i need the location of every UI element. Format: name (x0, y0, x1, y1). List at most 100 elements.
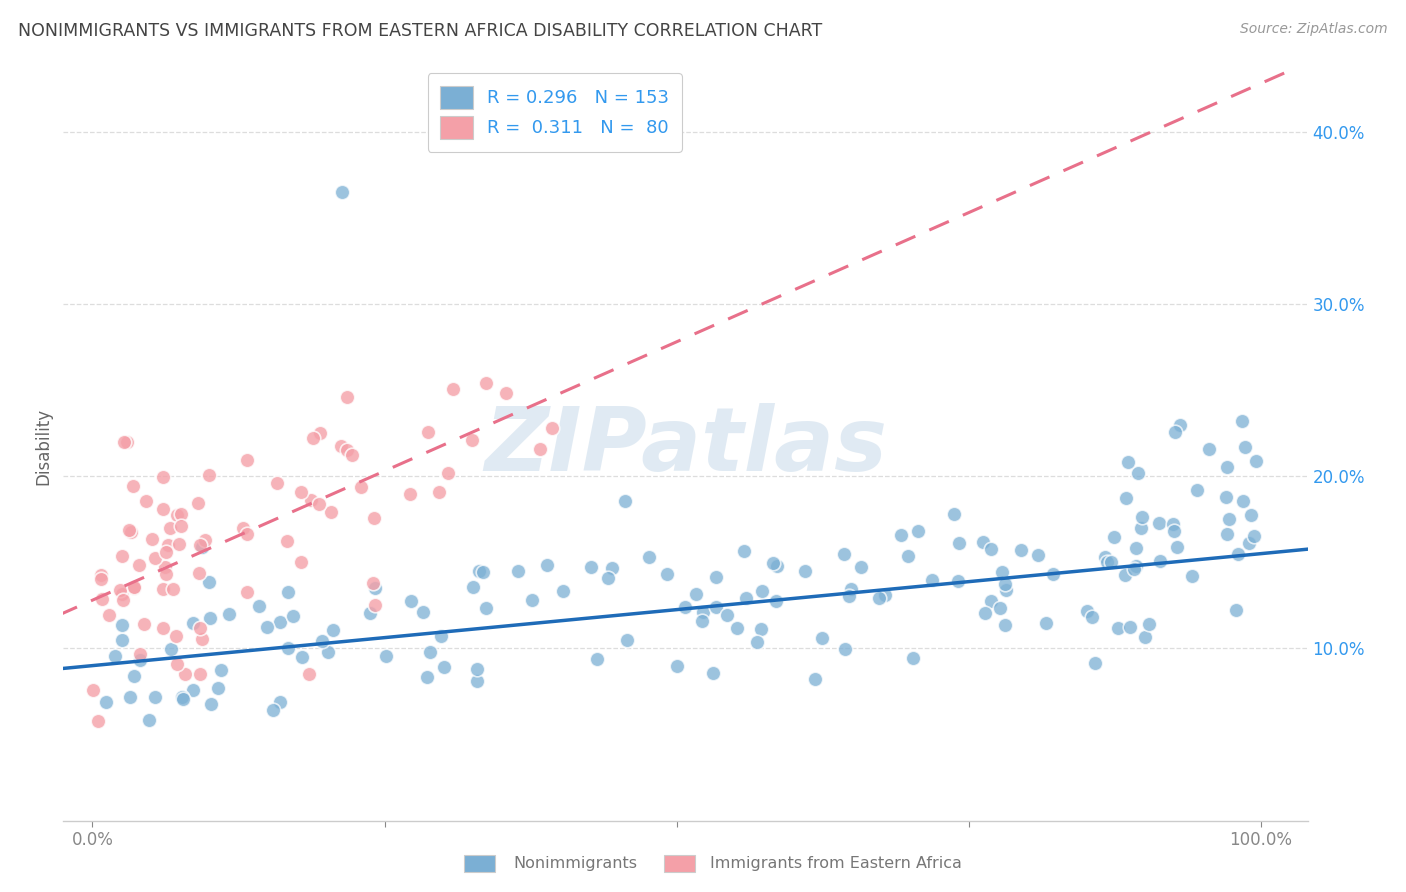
Point (1237, 536, 1260, 550)
Point (733, 543, 755, 558)
Point (329, 439, 352, 453)
Point (200, 697, 222, 711)
Point (188, 621, 211, 635)
Point (1198, 442, 1220, 456)
Point (536, 558, 558, 573)
Point (1227, 547, 1250, 561)
Point (747, 634, 769, 648)
Point (974, 606, 997, 620)
Point (702, 665, 724, 680)
Point (1232, 494, 1254, 508)
Point (232, 521, 254, 535)
Point (236, 526, 259, 541)
Point (330, 185, 353, 199)
Point (162, 582, 184, 597)
Point (364, 581, 387, 595)
Point (172, 690, 194, 704)
Point (596, 571, 619, 585)
Point (152, 582, 174, 596)
Point (1107, 621, 1129, 635)
Point (188, 538, 211, 552)
Point (868, 591, 890, 605)
Point (138, 713, 160, 727)
Point (256, 620, 278, 634)
Point (766, 559, 789, 574)
Text: Immigrants from Eastern Africa: Immigrants from Eastern Africa (710, 856, 962, 871)
Point (890, 527, 912, 541)
Point (111, 549, 134, 564)
Point (433, 660, 456, 674)
Point (111, 633, 134, 648)
Point (266, 476, 288, 491)
Point (336, 390, 359, 404)
Point (946, 574, 969, 589)
Point (1168, 418, 1191, 433)
Point (419, 644, 441, 658)
Point (1164, 425, 1187, 439)
Point (437, 466, 460, 480)
Point (495, 386, 517, 401)
Point (1115, 491, 1137, 505)
Point (322, 623, 344, 637)
Point (541, 421, 564, 435)
Point (1243, 529, 1265, 543)
Point (692, 605, 714, 619)
Point (340, 448, 363, 462)
Point (1026, 548, 1049, 562)
Point (551, 584, 574, 599)
Point (980, 541, 1002, 556)
Point (350, 480, 373, 494)
Point (194, 533, 217, 547)
Point (143, 551, 166, 566)
Point (1216, 527, 1239, 541)
Point (1076, 604, 1098, 618)
Point (207, 681, 229, 695)
Point (169, 536, 191, 550)
Point (361, 575, 384, 590)
Point (461, 433, 484, 447)
Point (160, 642, 183, 657)
Point (153, 560, 176, 574)
Point (143, 690, 166, 705)
Point (120, 524, 142, 539)
Point (1216, 459, 1239, 474)
Point (586, 652, 609, 666)
Point (832, 547, 855, 561)
Point (112, 434, 135, 449)
Point (716, 608, 738, 623)
Point (1215, 491, 1237, 505)
Point (170, 518, 193, 533)
Point (152, 620, 174, 634)
Point (873, 588, 896, 602)
Point (165, 629, 187, 643)
Point (198, 468, 221, 483)
Point (152, 470, 174, 484)
Point (972, 534, 994, 549)
Point (673, 599, 696, 614)
Point (415, 670, 437, 684)
Point (1123, 562, 1146, 576)
Point (1125, 541, 1147, 555)
Point (508, 564, 530, 578)
Point (1225, 603, 1247, 617)
Point (1185, 483, 1208, 497)
Point (638, 549, 661, 564)
Point (128, 648, 150, 662)
Point (117, 434, 139, 449)
Point (1230, 414, 1253, 428)
Point (657, 567, 679, 582)
Point (839, 582, 862, 596)
Point (172, 692, 194, 706)
Point (235, 452, 257, 467)
Point (336, 442, 359, 457)
Point (1095, 555, 1118, 569)
Point (1084, 656, 1107, 670)
Point (1130, 521, 1153, 535)
Point (166, 657, 188, 672)
Point (475, 376, 498, 390)
Point (690, 614, 713, 628)
Point (1130, 510, 1153, 524)
Point (665, 659, 688, 673)
Point (311, 634, 333, 648)
Point (804, 672, 827, 686)
